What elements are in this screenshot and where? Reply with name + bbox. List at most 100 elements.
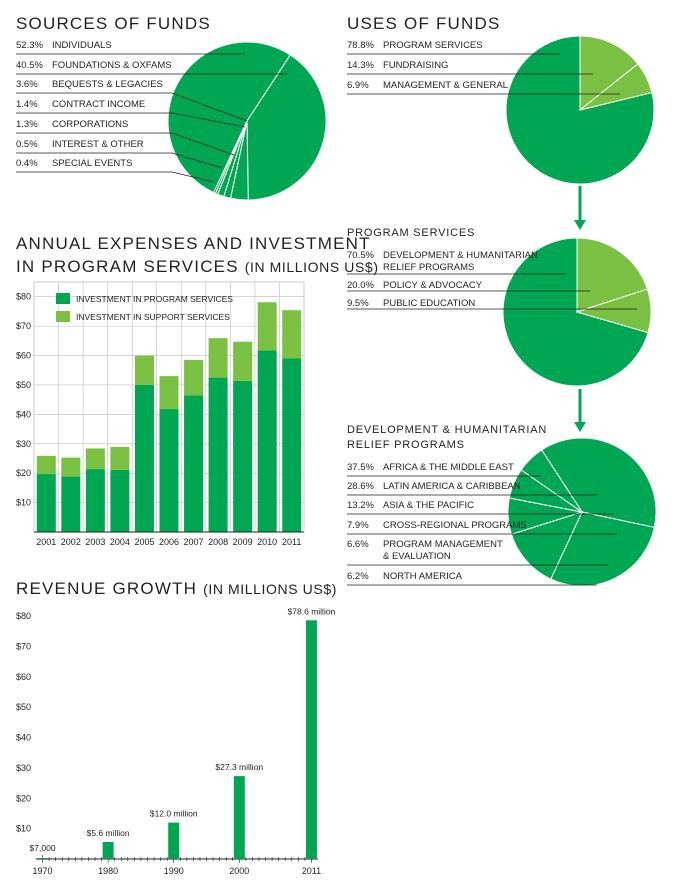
revenue-bar-2011: [305, 620, 317, 859]
expenses-xtick-2007: 2007: [184, 537, 204, 547]
sources-leader-5: [16, 152, 223, 169]
program-label-2: PUBLIC EDUCATION: [383, 298, 475, 309]
expenses-bar-support-2005: [134, 355, 154, 385]
expenses-bar-program-2011: [282, 358, 302, 532]
sources-pct-3: 1.4%: [16, 99, 38, 110]
sources-label-6: SPECIAL EVENTS: [52, 158, 132, 169]
sources-pct-4: 1.3%: [16, 119, 38, 130]
program-pct-0: 70.5%: [347, 250, 374, 261]
expenses-ytick-3: $50: [16, 380, 31, 390]
expenses-bar-program-2005: [134, 384, 154, 532]
revenue-datalabel-1970: $7,000: [30, 843, 56, 853]
sources-pct-5: 0.5%: [16, 139, 38, 150]
uses-label-2: MANAGEMENT & GENERAL: [383, 80, 508, 91]
expenses-xtick-2001: 2001: [36, 537, 56, 547]
expenses-bar-support-2002: [61, 457, 81, 477]
sources-pct-2: 3.6%: [16, 79, 38, 90]
uses-label-1: FUNDRAISING: [383, 60, 448, 71]
revenue-title-unit: (IN MILLIONS US$): [203, 581, 337, 597]
sources-label-3: CONTRACT INCOME: [52, 99, 145, 110]
expenses-title-unit: (IN MILLIONS US$): [244, 259, 379, 275]
sources-pct-1: 40.5%: [16, 60, 43, 71]
relief-label-2: ASIA & THE PACIFIC: [383, 500, 474, 511]
relief-pct-2: 13.2%: [347, 500, 374, 511]
revenue-bar-1970: [37, 858, 49, 859]
expenses-legend-label-0: INVESTMENT IN PROGRAM SERVICES: [76, 294, 233, 304]
sources-label-1: FOUNDATIONS & OXFAMS: [52, 60, 172, 71]
relief-pct-4: 6.6%: [347, 539, 369, 550]
revenue-datalabel-1980: $5.6 million: [87, 828, 130, 838]
expenses-ytick-0: $80: [16, 292, 31, 302]
program-label-0b: RELIEF PROGRAMS: [383, 262, 474, 273]
revenue-ytick-0: $80: [16, 611, 31, 621]
program-slice-2: [575, 288, 652, 334]
revenue-ytick-2: $60: [16, 672, 31, 682]
sources-label-0: INDIVIDUALS: [52, 40, 112, 51]
relief-pct-1: 28.6%: [347, 481, 374, 492]
expenses-bar-program-2009: [233, 380, 253, 532]
sources-title: SOURCES OF FUNDS: [16, 14, 211, 33]
sources-pie-slice-0: [167, 41, 292, 194]
revenue-ytick-5: $30: [16, 763, 31, 773]
expenses-bar-program-2001: [36, 474, 56, 532]
program-pct-2: 9.5%: [347, 298, 369, 309]
program-label-0: DEVELOPMENT & HUMANITARIAN: [383, 250, 538, 261]
expenses-xtick-2003: 2003: [85, 537, 105, 547]
uses-pct-0: 78.8%: [347, 40, 374, 51]
expenses-bar-support-2008: [208, 338, 228, 378]
revenue-datalabel-2011: $78.6 million: [288, 606, 336, 616]
uses-slice-1: [579, 35, 639, 112]
revenue-bar-1980: [102, 841, 114, 859]
expenses-xtick-2011: 2011: [282, 537, 301, 547]
sources-leader-3: [16, 112, 246, 128]
expenses-ytick-6: $20: [16, 468, 31, 478]
sources-label-4: CORPORATIONS: [52, 119, 128, 130]
relief-label-4b: & EVALUATION: [383, 551, 451, 562]
revenue-title-main: REVENUE GROWTH: [16, 579, 198, 598]
expenses-bar-program-2007: [184, 395, 204, 532]
uses-pct-1: 14.3%: [347, 60, 374, 71]
expenses-xtick-2004: 2004: [110, 537, 130, 547]
expenses-bar-support-2003: [85, 448, 105, 470]
expenses-xtick-2006: 2006: [159, 537, 179, 547]
relief-slice-1: [550, 511, 655, 587]
expenses-xtick-2008: 2008: [208, 537, 228, 547]
expenses-legend-swatch-0: [56, 293, 70, 304]
expenses-ytick-7: $10: [16, 498, 31, 508]
expenses-xtick-2009: 2009: [233, 537, 253, 547]
expenses-bar-program-2010: [257, 350, 277, 532]
program-label-1: POLICY & ADVOCACY: [383, 280, 483, 291]
expenses-bar-program-2003: [85, 469, 105, 532]
revenue-bar-1990: [168, 822, 180, 859]
sources-leader-6: [16, 171, 215, 183]
uses-slice-2: [579, 63, 653, 111]
revenue-datalabel-1990: $12.0 million: [150, 809, 198, 819]
expenses-bar-support-2006: [159, 376, 179, 410]
uses-label-0: PROGRAM SERVICES: [383, 40, 483, 51]
revenue-xtick-1980: 1980: [98, 866, 118, 876]
expenses-bar-support-2009: [233, 341, 253, 381]
relief-label-3: CROSS-REGIONAL PROGRAMS: [383, 520, 527, 531]
revenue-title: REVENUE GROWTH (IN MILLIONS US$): [16, 578, 337, 600]
expenses-xtick-2010: 2010: [257, 537, 277, 547]
expenses-title-2: IN PROGRAM SERVICES (IN MILLIONS US$): [16, 256, 379, 278]
expenses-title-main: IN PROGRAM SERVICES: [16, 257, 239, 276]
relief-label-4: PROGRAM MANAGEMENT: [383, 539, 503, 550]
program-pct-1: 20.0%: [347, 280, 374, 291]
sources-pct-6: 0.4%: [16, 158, 38, 169]
uses-to-program-arrow-head: [574, 220, 586, 230]
expenses-ytick-5: $30: [16, 439, 31, 449]
expenses-legend-label-1: INVESTMENT IN SUPPORT SERVICES: [76, 312, 230, 322]
revenue-xtick-2000: 2000: [229, 866, 249, 876]
revenue-ytick-4: $40: [16, 733, 31, 743]
relief-title-1: DEVELOPMENT & HUMANITARIAN: [347, 424, 548, 436]
relief-slice-5: [520, 449, 583, 513]
expenses-legend-swatch-1: [56, 311, 70, 322]
expenses-bar-support-2007: [184, 359, 204, 396]
expenses-bar-program-2008: [208, 377, 228, 532]
expenses-bar-support-2001: [36, 455, 56, 475]
revenue-xtick-2011: 2011: [302, 866, 321, 876]
expenses-bar-program-2004: [110, 469, 130, 532]
revenue-ytick-7: $10: [16, 824, 31, 834]
